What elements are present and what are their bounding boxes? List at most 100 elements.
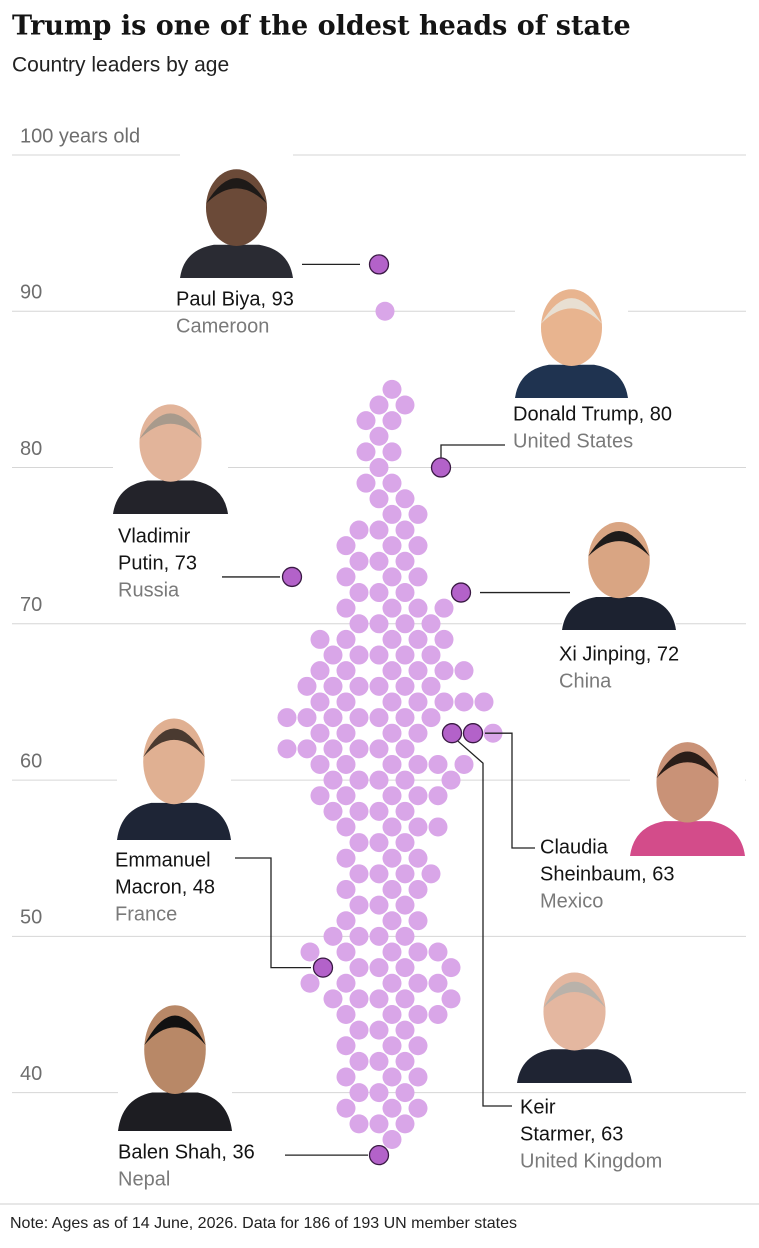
leader-country: United Kingdom xyxy=(520,1150,662,1172)
dot xyxy=(349,708,369,728)
leader-label: Donald Trump, 80 xyxy=(513,403,672,425)
dot xyxy=(336,536,356,556)
dot xyxy=(382,848,402,868)
portrait xyxy=(180,150,293,278)
dot xyxy=(428,817,448,837)
dot xyxy=(369,739,389,759)
dot xyxy=(336,754,356,774)
dot xyxy=(336,1004,356,1024)
portrait-hair xyxy=(205,178,268,204)
dot xyxy=(395,801,415,821)
dot xyxy=(369,676,389,696)
leader-country: Mexico xyxy=(540,890,603,912)
dot xyxy=(323,770,343,790)
dot xyxy=(454,754,474,774)
dot xyxy=(369,1051,389,1071)
dot xyxy=(434,661,454,681)
dot xyxy=(369,458,389,478)
dot xyxy=(408,1036,428,1056)
dot xyxy=(382,723,402,743)
portrait-hair xyxy=(588,530,650,557)
dot xyxy=(395,926,415,946)
dot xyxy=(382,536,402,556)
dot xyxy=(356,442,376,462)
dot xyxy=(382,379,402,399)
dot xyxy=(349,989,369,1009)
dot xyxy=(369,1083,389,1103)
dot xyxy=(382,661,402,681)
dot xyxy=(382,692,402,712)
dot xyxy=(369,770,389,790)
dot xyxy=(310,692,330,712)
portrait-hair xyxy=(656,751,719,779)
dot xyxy=(454,661,474,681)
dot xyxy=(395,645,415,665)
dot xyxy=(382,442,402,462)
dot xyxy=(428,754,448,774)
dot xyxy=(395,833,415,853)
dot xyxy=(395,739,415,759)
dot xyxy=(349,645,369,665)
dot xyxy=(369,864,389,884)
dot xyxy=(408,661,428,681)
dot xyxy=(382,411,402,431)
dot xyxy=(369,801,389,821)
dot xyxy=(395,489,415,509)
chart-subtitle: Country leaders by age xyxy=(12,54,229,77)
connector xyxy=(485,732,535,849)
dot xyxy=(336,598,356,618)
connector xyxy=(457,740,512,1107)
dot xyxy=(349,864,369,884)
dot xyxy=(310,629,330,649)
dot xyxy=(369,1020,389,1040)
dot xyxy=(382,911,402,931)
dot xyxy=(349,770,369,790)
dot xyxy=(369,614,389,634)
dot xyxy=(395,895,415,915)
dot xyxy=(369,1114,389,1134)
dot xyxy=(421,676,441,696)
dot xyxy=(369,708,389,728)
dot xyxy=(395,1083,415,1103)
dot xyxy=(382,817,402,837)
dot xyxy=(336,1067,356,1087)
highlight-dot xyxy=(462,723,484,744)
dot xyxy=(395,583,415,603)
dot xyxy=(408,723,428,743)
dot xyxy=(421,864,441,884)
dot xyxy=(395,1114,415,1134)
dot xyxy=(408,786,428,806)
leader-label: Keir xyxy=(520,1096,556,1118)
dot xyxy=(395,614,415,634)
dot xyxy=(349,895,369,915)
dot xyxy=(297,676,317,696)
y-tick-label: 60 xyxy=(20,750,42,772)
dot xyxy=(408,817,428,837)
dot xyxy=(408,1067,428,1087)
dot xyxy=(382,504,402,524)
y-tick-label: 100 years old xyxy=(20,125,140,147)
dot xyxy=(349,551,369,571)
dot xyxy=(369,833,389,853)
y-tick-label: 80 xyxy=(20,438,42,460)
dot xyxy=(408,973,428,993)
dot xyxy=(369,551,389,571)
dot xyxy=(336,879,356,899)
highlight-dot xyxy=(368,254,390,275)
dot xyxy=(382,754,402,774)
dot xyxy=(336,1036,356,1056)
dot xyxy=(369,520,389,540)
dot xyxy=(421,645,441,665)
dot xyxy=(336,723,356,743)
leader-country: China xyxy=(559,670,612,692)
dot xyxy=(336,911,356,931)
leader-country: Cameroon xyxy=(176,315,269,337)
dot xyxy=(408,629,428,649)
dot xyxy=(336,817,356,837)
dot xyxy=(349,1051,369,1071)
portraits xyxy=(113,150,745,1131)
dot xyxy=(408,942,428,962)
portrait-body xyxy=(118,1092,232,1131)
leader-label: Starmer, 63 xyxy=(520,1123,623,1145)
dot xyxy=(323,708,343,728)
